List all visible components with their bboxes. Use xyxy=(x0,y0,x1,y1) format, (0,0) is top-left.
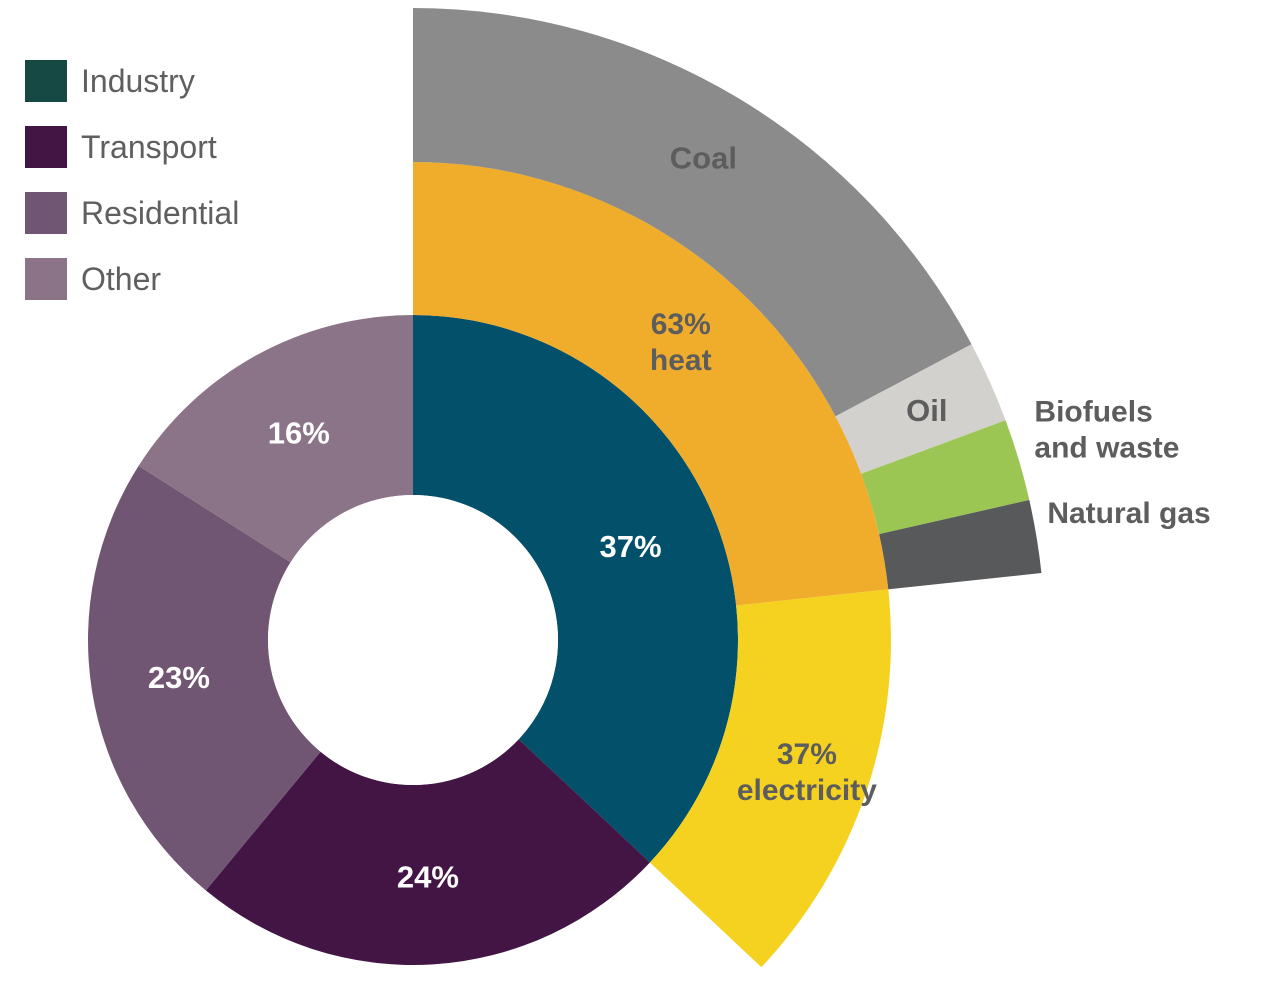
legend-swatch-transport xyxy=(25,126,67,168)
legend-item-transport: Transport xyxy=(25,126,239,168)
legend-label-transport: Transport xyxy=(81,128,217,165)
label-heat: 63% heat xyxy=(650,308,712,377)
slice-heat xyxy=(413,162,889,606)
slice-biofuels-and-waste xyxy=(861,420,1030,535)
slice-other xyxy=(138,315,413,563)
legend-label-other: Other xyxy=(81,260,162,297)
legend-label-industry: Industry xyxy=(81,62,195,99)
legend-label-residential: Residential xyxy=(81,194,240,231)
label-industry: 37% xyxy=(599,529,661,564)
slice-natural-gas xyxy=(879,500,1042,590)
label-coal: Coal xyxy=(670,141,737,176)
slice-coal xyxy=(413,8,972,417)
legend-item-other: Other xyxy=(25,258,239,300)
slice-electricity xyxy=(649,589,891,968)
donut-hole xyxy=(268,495,558,785)
label-biofuels-and-waste: Biofuels and waste xyxy=(1034,395,1179,464)
legend-swatch-residential xyxy=(25,192,67,234)
legend-swatch-industry xyxy=(25,60,67,102)
label-natural-gas: Natural gas xyxy=(1047,497,1210,530)
label-electricity: 37% electricity xyxy=(737,738,877,807)
slice-industry xyxy=(413,315,738,863)
label-oil: Oil xyxy=(906,393,947,428)
label-other: 16% xyxy=(268,415,330,450)
slice-residential xyxy=(88,465,321,891)
slice-transport xyxy=(205,739,650,965)
label-residential: 23% xyxy=(148,660,210,695)
legend-item-industry: Industry xyxy=(25,60,239,102)
slice-oil xyxy=(835,344,1006,474)
legend-item-residential: Residential xyxy=(25,192,239,234)
legend: Industry Transport Residential Other xyxy=(25,60,239,324)
label-transport: 24% xyxy=(397,860,459,895)
legend-swatch-other xyxy=(25,258,67,300)
